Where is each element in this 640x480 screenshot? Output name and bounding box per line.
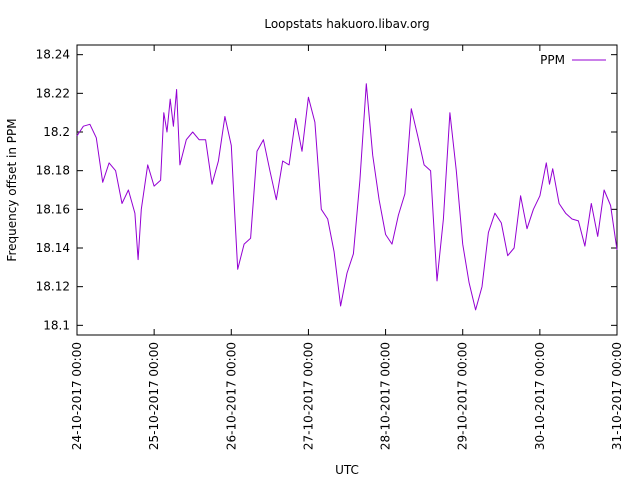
y-tick-label: 18.18 <box>36 164 70 178</box>
series-layer <box>76 83 618 311</box>
y-tick-label: 18.24 <box>36 48 70 62</box>
x-tick-label: 28-10-2017 00:00 <box>379 342 393 450</box>
x-axis: 24-10-2017 00:00 25-10-2017 00:00 26-10-20… <box>70 45 624 450</box>
x-tick-label: 29-10-2017 00:00 <box>456 342 470 450</box>
x-tick-label: 24-10-2017 00:00 <box>70 342 84 450</box>
plot-border <box>76 44 618 336</box>
x-axis-title: UTC <box>335 463 359 477</box>
y-tick-label: 18.22 <box>36 86 70 100</box>
x-tick-label: 31-10-2017 00:00 <box>610 342 624 450</box>
x-tick-label: 26-10-2017 00:00 <box>224 342 238 450</box>
series-line-ppm <box>76 83 618 311</box>
plot-frame <box>76 44 618 336</box>
legend-label: PPM <box>540 53 565 67</box>
y-axis-title: Frequency offset in PPM <box>5 118 19 261</box>
x-tick-label: 27-10-2017 00:00 <box>301 342 315 450</box>
y-tick-label: 18.12 <box>36 280 70 294</box>
x-tick-label: 25-10-2017 00:00 <box>147 342 161 450</box>
y-tick-label: 18.16 <box>36 202 70 216</box>
y-axis: 18.1 18.12 18.14 18.16 18.18 18.2 18.22 18.24 <box>36 48 617 332</box>
legend: PPM <box>540 53 606 67</box>
x-tick-label: 30-10-2017 00:00 <box>533 342 547 450</box>
chart-title: Loopstats hakuoro.libav.org <box>264 17 429 31</box>
y-tick-label: 18.1 <box>43 318 70 332</box>
y-tick-label: 18.14 <box>36 241 70 255</box>
y-tick-label: 18.2 <box>43 125 70 139</box>
